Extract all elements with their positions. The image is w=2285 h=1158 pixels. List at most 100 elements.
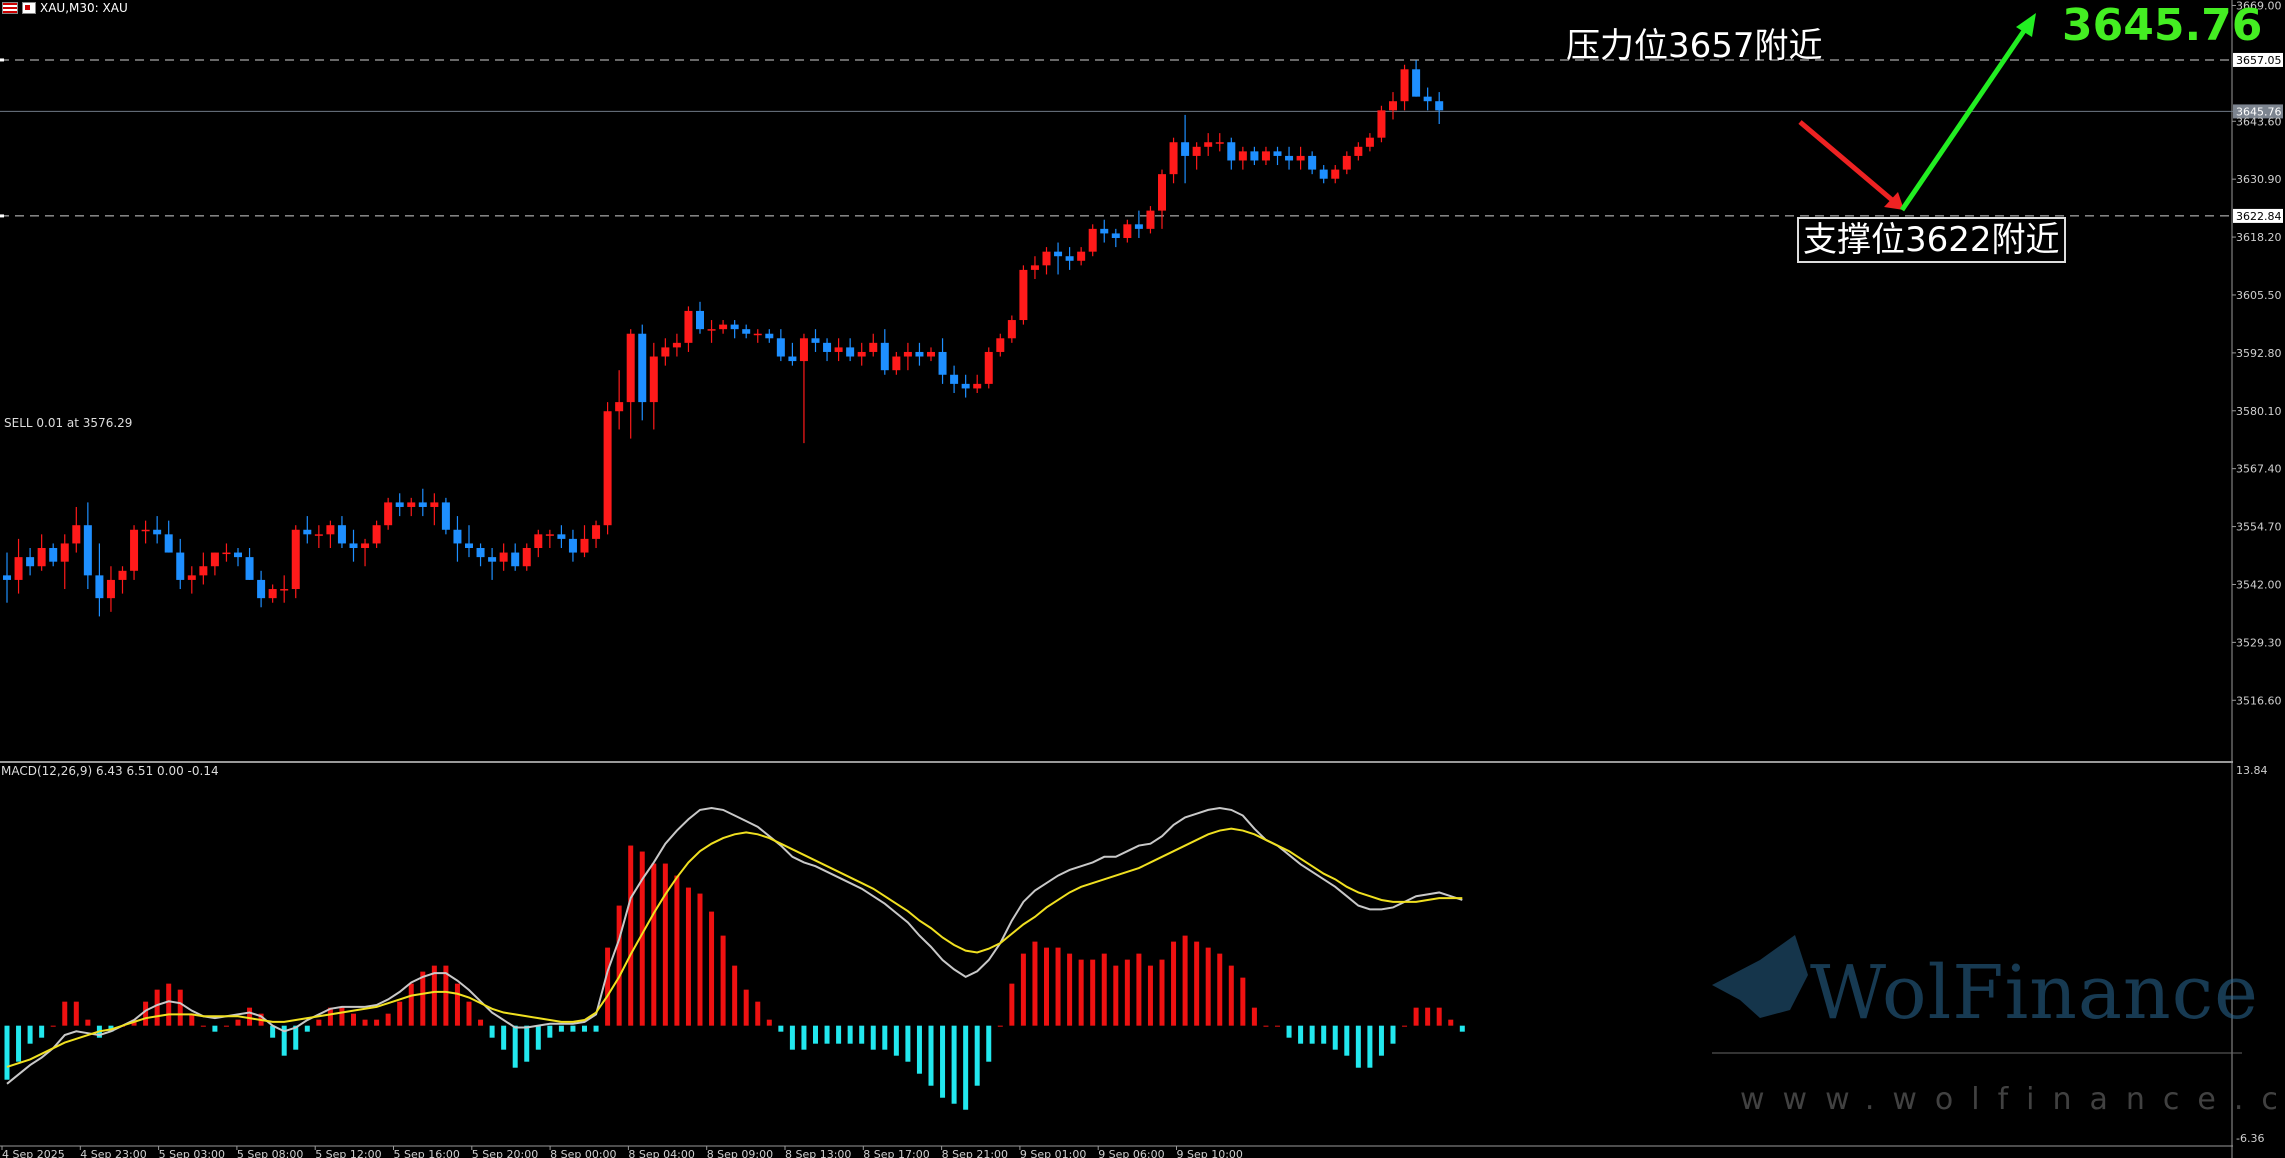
candle-body-35 (407, 502, 416, 507)
signal-line (6, 827, 1463, 1068)
candle-body-77 (892, 356, 901, 371)
candle-body-63 (730, 324, 739, 330)
candle-body-118 (1365, 137, 1374, 147)
up-arrow-head (2016, 13, 2036, 37)
macd-hist-bar-118 (1367, 1025, 1373, 1068)
macd-hist-bar-108 (1251, 1007, 1257, 1026)
macd-hist-bar-110 (1275, 1025, 1280, 1027)
macd-hist-bar-121 (1402, 1025, 1408, 1027)
candle-body-122 (1412, 69, 1421, 97)
macd-hist-bar-52 (605, 947, 611, 1026)
candle-body-25 (291, 529, 300, 590)
candle-body-107 (1238, 151, 1247, 161)
candle-body-23 (268, 589, 277, 599)
macd-hist-bar-114 (1321, 1025, 1327, 1044)
candle-body-112 (1296, 155, 1305, 161)
macd-hist-bar-33 (385, 1013, 391, 1026)
macd-hist-bar-60 (697, 893, 703, 1026)
macd-hist-bar-116 (1344, 1025, 1350, 1056)
candle-body-102 (1181, 142, 1190, 156)
macd-hist-bar-119 (1378, 1025, 1384, 1056)
macd-hist-bar-82 (951, 1025, 957, 1104)
candle-body-101 (1169, 142, 1178, 175)
candle-body-96 (1111, 233, 1120, 238)
candle-body-5 (60, 543, 69, 562)
candle-body-80 (927, 351, 935, 357)
candle-body-47 (545, 534, 554, 536)
macd-hist-bar-7 (85, 1019, 91, 1026)
candle-body-29 (337, 525, 346, 544)
candle-body-73 (846, 347, 855, 357)
macd-hist-bar-51 (593, 1025, 599, 1032)
time-label-14: 9 Sep 06:00 (1098, 1148, 1164, 1158)
macd-hist-bar-21 (247, 1007, 253, 1026)
candle-body-121 (1400, 69, 1409, 102)
macd-hist-bar-58 (674, 875, 680, 1026)
macd-hist-bar-16 (189, 1013, 195, 1026)
macd-hist-bar-99 (1147, 965, 1153, 1026)
macd-hist-bar-17 (200, 1025, 206, 1027)
macd-hist-bar-14 (166, 983, 172, 1026)
resistance-annotation: 压力位3657附近 (1566, 26, 1823, 66)
symbol-label: XAU,M30: XAU (40, 1, 128, 15)
candle-body-56 (649, 356, 658, 403)
macd-hist-bar-49 (570, 1025, 576, 1032)
candle-body-59 (684, 310, 693, 343)
candle-body-12 (141, 529, 150, 532)
candle-body-93 (1077, 251, 1086, 261)
candle-body-50 (580, 538, 589, 553)
watermark-url: www.wolfinance.com (1740, 1082, 2285, 1117)
macd-hist-bar-76 (882, 1025, 888, 1050)
candle-body-88 (1019, 269, 1028, 321)
price-tick-label-5: 3592.80 (2236, 347, 2282, 360)
chart-header: XAU,M30: XAU (2, 0, 128, 16)
macd-hist-bar-54 (628, 845, 634, 1026)
candle-body-48 (557, 534, 566, 539)
macd-hist-bar-78 (905, 1025, 911, 1062)
candle-body-41 (476, 548, 485, 558)
macd-hist-bar-36 (420, 971, 426, 1026)
candle-body-85 (984, 351, 993, 384)
up-arrow-line (1899, 20, 2033, 212)
macd-hist-bar-72 (836, 1025, 842, 1044)
candle-body-79 (915, 351, 924, 357)
candle-body-36 (418, 502, 427, 507)
macd-hist-bar-24 (281, 1025, 287, 1056)
macd-hist-bar-71 (824, 1025, 830, 1044)
macd-hist-bar-120 (1390, 1025, 1396, 1044)
trade-label[interactable]: SELL 0.01 at 3576.29 (4, 416, 133, 430)
candle-body-11 (130, 529, 139, 571)
time-label-0: 4 Sep 2025 (2, 1148, 65, 1158)
candle-body-20 (234, 552, 242, 558)
candle-body-58 (672, 342, 681, 348)
candle-body-109 (1261, 151, 1270, 161)
macd-hist-bar-79 (916, 1025, 922, 1074)
candle-body-14 (164, 534, 173, 553)
macd-axis-label-bottom: -6.36 (2236, 1132, 2264, 1145)
candle-body-24 (280, 589, 289, 591)
macd-hist-bar-19 (223, 1025, 229, 1027)
candle-body-100 (1158, 174, 1166, 211)
time-label-7: 8 Sep 00:00 (550, 1148, 616, 1158)
level-tag-2: 3622.84 (2236, 210, 2282, 223)
candle-body-66 (765, 333, 774, 339)
candle-body-45 (522, 548, 531, 567)
time-label-15: 9 Sep 10:00 (1177, 1148, 1243, 1158)
candle-body-104 (1204, 142, 1213, 147)
time-label-11: 8 Sep 17:00 (863, 1148, 929, 1158)
candle-body-71 (823, 342, 832, 352)
time-label-3: 5 Sep 08:00 (237, 1148, 303, 1158)
candle-body-6 (72, 525, 81, 544)
macd-hist-bar-50 (582, 1025, 587, 1032)
macd-hist-bar-59 (685, 887, 691, 1026)
macd-hist-bar-92 (1067, 953, 1073, 1026)
macd-hist-bar-73 (847, 1025, 853, 1044)
candle-body-15 (176, 552, 185, 580)
macd-hist-bar-23 (270, 1025, 276, 1038)
macd-hist-bar-83 (963, 1025, 969, 1110)
candle-body-78 (903, 351, 912, 357)
macd-hist-bar-28 (327, 1007, 333, 1026)
candle-body-75 (869, 342, 878, 352)
